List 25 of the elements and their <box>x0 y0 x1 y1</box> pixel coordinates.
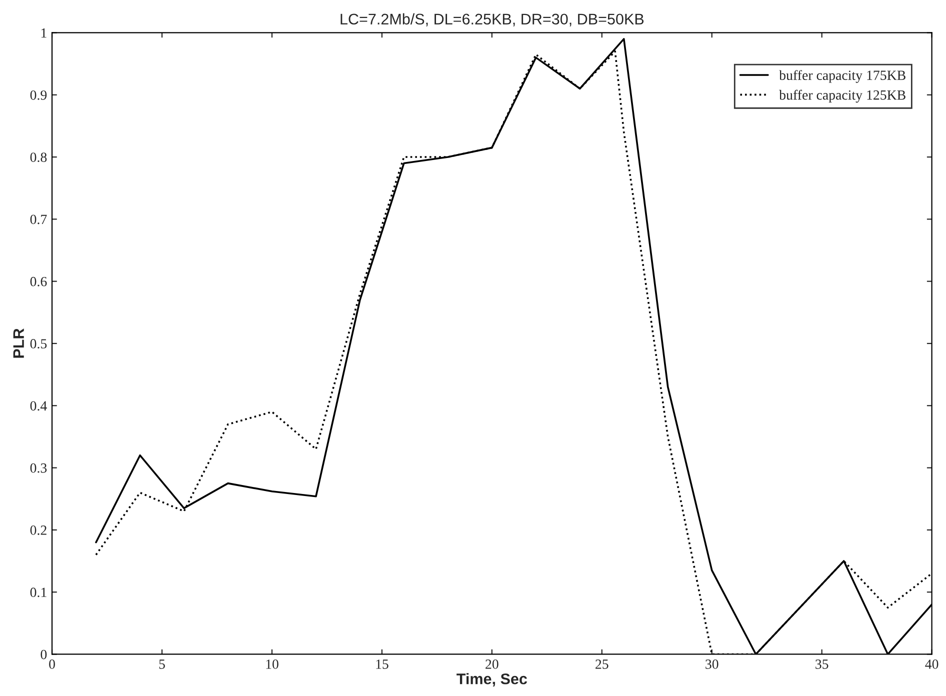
y-tick-label: 0 <box>40 650 47 660</box>
legend-label: buffer capacity 125KB <box>779 90 906 103</box>
y-tick-label: 0.6 <box>30 276 47 286</box>
x-tick-label: 35 <box>816 660 828 669</box>
y-tick-label: 0.2 <box>30 526 46 535</box>
legend-label: buffer capacity 175KB <box>779 70 906 83</box>
x-tick-label: 0 <box>49 660 55 669</box>
y-tick-label: 0.5 <box>30 339 47 348</box>
y-tick-label: 0.7 <box>30 214 47 224</box>
x-tick-label: 25 <box>596 660 608 669</box>
y-tick-label: 0.4 <box>30 401 47 411</box>
y-tick-label: 0.3 <box>30 463 47 473</box>
x-tick-label: 20 <box>486 660 498 669</box>
x-tick-label: 40 <box>925 660 938 669</box>
chart-title: LC=7.2Mb/S, DL=6.25KB, DR=30, DB=50KB <box>340 13 644 26</box>
y-tick-label: 0.9 <box>30 90 47 100</box>
y-tick-label: 1 <box>41 28 46 38</box>
y-tick-label: 0.1 <box>30 588 46 598</box>
x-tick-label: 15 <box>376 660 388 669</box>
y-tick-label: 0.8 <box>30 152 47 162</box>
x-axis-title: Time, Sec <box>456 673 528 687</box>
x-tick-label: 30 <box>706 660 718 669</box>
y-axis-title: PLR <box>13 328 24 358</box>
x-tick-label: 10 <box>266 660 278 669</box>
x-tick-label: 5 <box>159 660 165 669</box>
